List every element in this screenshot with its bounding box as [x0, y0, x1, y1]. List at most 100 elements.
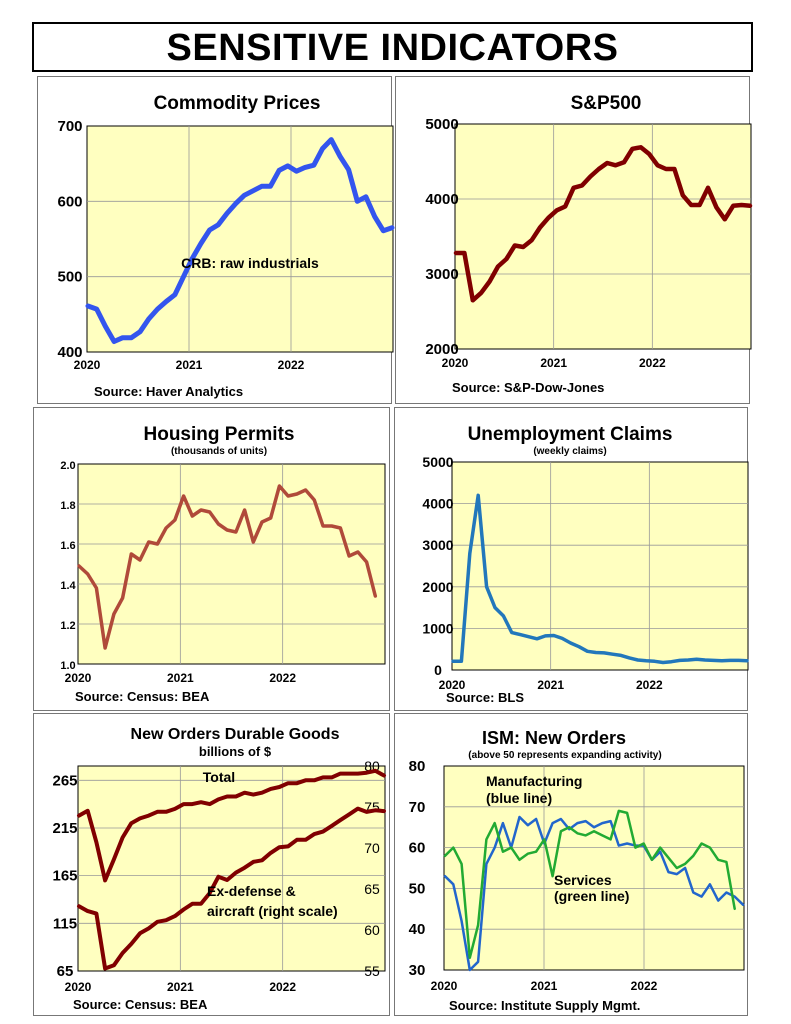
series-line-0	[77, 768, 386, 883]
x-tick-label: 2021	[167, 671, 194, 685]
annotation-label: (blue line)	[486, 790, 552, 806]
chart-title: Housing Permits	[144, 424, 295, 445]
chart-title: S&P500	[571, 93, 642, 114]
x-tick-label: 2022	[269, 671, 296, 685]
chart-commodity-prices: 2020 2021 2022 400 500 600 700 Commodity Prices…	[57, 93, 395, 399]
panel-commodity-prices: 2020 2021 2022 400 500 600 700 Commodity Prices…	[37, 76, 395, 404]
series-line-0	[443, 815, 745, 972]
x-tick-label: 2021	[176, 358, 203, 372]
y-tick-label: 60	[409, 840, 426, 857]
y-tick-label: 65	[57, 963, 74, 980]
chart-source: Source: Institute Supply Mgmt.	[449, 998, 640, 1013]
y-tick-label: 4000	[422, 496, 453, 512]
page-title: SENSITIVE INDICATORS	[166, 27, 619, 69]
chart-title: Unemployment Claims	[468, 424, 673, 445]
y2-tick-label: 70	[364, 840, 380, 856]
chart-ism-new-orders: 2020 2021 2022 30 40 50 60 70 80 ISM: New Orders (…	[409, 728, 745, 1013]
y-tick-label: 2000	[425, 341, 458, 358]
y-tick-label: 2.0	[60, 460, 75, 472]
panel-housing-permits: 2020 2021 2022 1.0 1.2 1.4 1.6 1.8 2.0 Housing Pe…	[33, 407, 390, 711]
plot-area	[77, 463, 386, 665]
annotation-label: aircraft (right scale)	[207, 903, 338, 919]
y-tick-label: 215	[52, 820, 77, 837]
y-tick-label: 2000	[422, 579, 453, 595]
plot-area	[77, 765, 386, 972]
y-tick-label: 1.2	[60, 620, 75, 632]
annotation-label: Total	[203, 769, 235, 785]
y-tick-label: 3000	[425, 266, 458, 283]
x-tick-label: 2022	[269, 980, 296, 994]
chart-unemployment-claims: 2020 2021 2022 0 1000 2000 3000 4000 5000 Unemplo…	[422, 424, 749, 705]
series-line-1	[77, 806, 386, 971]
chart-subtitle: (above 50 represents expanding activity)	[468, 750, 661, 761]
chart-sp500: 2020 2021 2022 2000 3000 4000 5000 S&P500 Source…	[425, 93, 753, 395]
series-line-0	[77, 484, 378, 650]
chart-source: Source: Haver Analytics	[94, 384, 243, 399]
x-tick-label: 2022	[631, 979, 658, 993]
chart-housing-permits: 2020 2021 2022 1.0 1.2 1.4 1.6 1.8 2.0 Housing Pe…	[60, 424, 386, 704]
panel-ism-new-orders: 2020 2021 2022 30 40 50 60 70 80 ISM: New Orders (…	[394, 713, 748, 1016]
plot-area	[454, 123, 752, 350]
x-tick-label: 2022	[278, 358, 305, 372]
series-label: CRB: raw industrials	[181, 255, 319, 271]
y-tick-label: 5000	[425, 116, 458, 133]
chart-source: Source: Census: BEA	[75, 689, 210, 704]
series-line-1	[443, 809, 736, 960]
annotation-label: Manufacturing	[486, 773, 582, 789]
panel-unemployment-claims: 2020 2021 2022 0 1000 2000 3000 4000 5000 Unemplo…	[394, 407, 749, 711]
y-tick-label: 1.6	[60, 540, 75, 552]
chart-source: Source: Census: BEA	[73, 997, 208, 1012]
chart-subtitle: (thousands of units)	[171, 446, 267, 457]
y-tick-label: 4000	[425, 191, 458, 208]
chart-title: Commodity Prices	[154, 93, 321, 114]
chart-new-orders-durable-goods: 2020 2021 202265115165215265556065707580Ne…	[52, 726, 386, 1012]
y-tick-label: 700	[57, 118, 82, 135]
y2-tick-label: 65	[364, 881, 380, 897]
y-tick-label: 400	[57, 344, 82, 361]
x-tick-label: 2020	[65, 671, 92, 685]
chart-source: Source: BLS	[446, 690, 524, 705]
y-tick-label: 5000	[422, 454, 453, 470]
annotation-label: Ex-defense &	[207, 883, 296, 899]
y-tick-label: 70	[409, 799, 426, 816]
x-tick-label: 2020	[439, 678, 466, 692]
y-tick-label: 1.4	[60, 580, 76, 592]
y-tick-label: 80	[409, 758, 426, 775]
y-tick-label: 600	[57, 193, 82, 210]
panel-frame	[33, 407, 390, 711]
y2-tick-label: 60	[364, 922, 380, 938]
x-tick-label: 2020	[74, 358, 101, 372]
panel-sp500: 2020 2021 2022 2000 3000 4000 5000 S&P500 Source…	[395, 76, 753, 404]
y-tick-label: 1000	[422, 620, 453, 636]
chart-title: New Orders Durable Goods	[131, 726, 340, 743]
x-tick-label: 2021	[531, 979, 558, 993]
chart-source: Source: S&P-Dow-Jones	[452, 380, 604, 395]
page-title-box: SENSITIVE INDICATORS	[32, 22, 753, 72]
y-tick-label: 40	[409, 921, 426, 938]
y-tick-label: 265	[52, 772, 77, 789]
y-tick-label: 500	[57, 269, 82, 286]
y-tick-label: 1.0	[60, 660, 75, 672]
annotation-label: (green line)	[554, 888, 629, 904]
y-tick-label: 0	[434, 662, 442, 678]
y-tick-label: 165	[52, 868, 77, 885]
y2-tick-label: 55	[364, 963, 380, 979]
panel-frame	[33, 713, 390, 1016]
panel-new-orders-durable-goods: 2020 2021 2022 65 115 165 215 265 55 60 65 70 75 80 Ne…	[33, 713, 390, 1016]
x-tick-label: 2021	[537, 678, 564, 692]
x-tick-label: 2020	[65, 980, 92, 994]
chart-subtitle: (weekly claims)	[533, 446, 606, 457]
chart-subtitle: billions of $	[199, 744, 272, 759]
y-tick-label: 30	[409, 962, 426, 979]
plot-area	[451, 461, 749, 671]
x-tick-label: 2022	[636, 678, 663, 692]
y-tick-label: 1.8	[60, 500, 75, 512]
plot-area	[443, 765, 745, 971]
x-tick-label: 2021	[540, 356, 567, 370]
series-line-0	[453, 145, 753, 303]
chart-title: ISM: New Orders	[482, 728, 626, 748]
y-tick-label: 50	[409, 880, 426, 897]
x-tick-label: 2022	[639, 356, 666, 370]
panel-frame	[394, 713, 748, 1016]
x-tick-label: 2020	[431, 979, 458, 993]
